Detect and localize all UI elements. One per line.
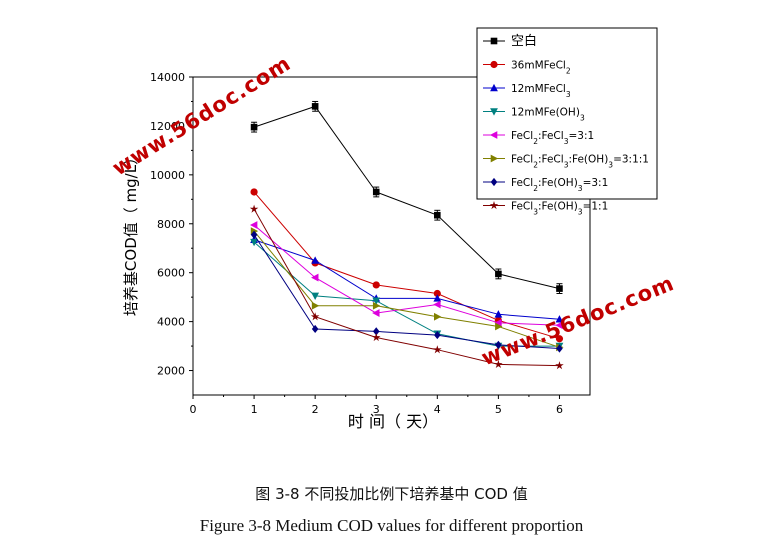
data-point — [433, 345, 442, 354]
legend-marker — [490, 154, 499, 163]
data-point — [434, 312, 442, 321]
x-tick-label: 1 — [251, 403, 258, 416]
data-point — [433, 300, 441, 309]
data-point — [433, 289, 441, 298]
x-tick-label: 0 — [190, 403, 197, 416]
legend-entry-label: 12mMFeCl3 — [511, 83, 571, 99]
data-point — [371, 333, 381, 342]
data-point — [249, 204, 259, 213]
series-layer — [249, 100, 564, 370]
series-line — [253, 230, 560, 348]
y-axis-label: 培养基COD值（ mg/L） — [122, 150, 140, 316]
series-line — [253, 239, 560, 320]
legend-entry-label: FeCl2:FeCl3=3:1 — [511, 130, 594, 146]
legend-box — [476, 27, 658, 200]
y-tick-label: 10000 — [150, 169, 185, 182]
data-point — [372, 327, 380, 336]
series-4 — [249, 221, 563, 330]
figure-caption-english: Figure 3-8 Medium COD values for differe… — [199, 516, 584, 535]
data-point — [372, 281, 380, 289]
series-line — [253, 241, 560, 347]
series-line — [253, 234, 560, 349]
data-point — [372, 301, 381, 310]
data-point — [249, 221, 258, 229]
x-tick-label: 3 — [373, 403, 380, 416]
x-tick-label: 5 — [495, 403, 502, 416]
series-7 — [249, 204, 564, 370]
data-point — [495, 322, 503, 331]
legend-marker — [490, 108, 498, 116]
data-point — [555, 315, 564, 323]
series-2 — [250, 235, 564, 323]
data-point — [311, 256, 320, 264]
data-point — [310, 312, 320, 321]
legend-marker — [490, 37, 498, 45]
x-tick-label: 4 — [434, 403, 441, 416]
series-line — [253, 191, 560, 340]
data-point — [555, 321, 563, 330]
series-line — [253, 208, 560, 367]
data-point — [250, 123, 258, 131]
x-tick-label: 2 — [312, 403, 319, 416]
data-point — [494, 310, 503, 318]
series-6 — [250, 230, 563, 353]
data-point — [555, 361, 564, 370]
legend-entry-label: FeCl2:FeCl3:Fe(OH)3=3:1:1 — [511, 154, 649, 170]
series-line — [253, 224, 560, 326]
figure-caption-chinese: 图 3-8 不同投加比例下培养基中 COD 值 — [255, 485, 528, 503]
data-point — [372, 309, 380, 317]
legend-entry-label: FeCl3:Fe(OH)3=1:1 — [511, 201, 608, 217]
data-point — [433, 294, 442, 302]
y-tick-label: 8000 — [157, 218, 185, 231]
plot-frame — [192, 76, 591, 396]
axes: 0 1 2 3 4 5 6 2000 4000 6000 8000 10000 12000 14000 — [150, 71, 591, 416]
legend-marker — [489, 131, 498, 139]
series-3 — [250, 238, 564, 351]
data-point — [494, 359, 503, 369]
data-point — [372, 188, 380, 196]
data-point — [311, 273, 319, 282]
series-line — [253, 105, 560, 290]
y-tick-label: 6000 — [157, 267, 185, 280]
x-axis-label: 时 间（ 天） — [348, 412, 438, 431]
cod-line-chart: 0 1 2 3 4 5 6 2000 4000 6000 8000 10000 12000 14000 空… — [122, 27, 658, 431]
data-point — [555, 335, 564, 343]
legend-entry-label: 36mMFeCl2 — [511, 60, 571, 76]
series-0 — [250, 100, 563, 294]
y-tick-label: 12000 — [150, 120, 185, 133]
data-point — [372, 297, 381, 305]
data-point — [250, 230, 258, 239]
legend: 空白 36mMFeCl2 12mMFeCl3 12mMFe(OH)3 FeCl2:FeC… — [476, 27, 658, 217]
y-tick-label: 14000 — [150, 71, 185, 84]
data-point — [495, 270, 502, 278]
data-point — [311, 292, 320, 301]
data-point — [434, 211, 441, 219]
legend-marker — [489, 201, 499, 210]
x-tick-label: 6 — [556, 403, 563, 416]
legend-marker — [490, 83, 498, 92]
legend-marker — [490, 60, 498, 69]
data-point — [494, 318, 502, 327]
legend-entry-label: 12mMFe(OH)3 — [511, 107, 585, 123]
legend-entry-label: FeCl2:Fe(OH)3=3:1 — [511, 177, 608, 193]
data-point — [311, 301, 320, 310]
legend-entry-label: 空白 — [511, 33, 537, 49]
data-point — [556, 344, 563, 353]
legend-marker — [490, 177, 498, 187]
data-point — [434, 330, 441, 340]
data-point — [556, 285, 563, 292]
data-point — [311, 103, 319, 110]
y-tick-label: 4000 — [157, 316, 185, 329]
data-point — [250, 188, 258, 196]
data-point — [311, 324, 319, 334]
data-point — [495, 340, 502, 349]
y-tick-label: 2000 — [157, 365, 185, 378]
data-point — [250, 238, 258, 247]
